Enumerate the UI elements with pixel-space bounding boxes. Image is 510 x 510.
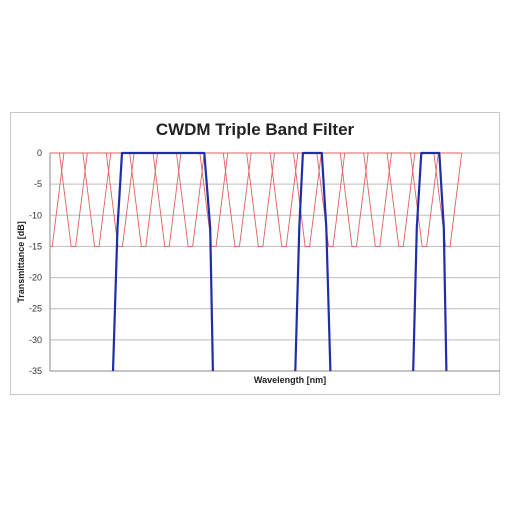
channel-curve-3	[105, 152, 135, 247]
filter-band-0	[111, 151, 214, 372]
channel-curve-16	[410, 152, 439, 247]
channel-curve-15	[386, 152, 416, 247]
channel-curve-10	[269, 152, 299, 247]
triple-band-filter-curve	[111, 151, 448, 372]
channel-curve-8	[222, 152, 252, 247]
y-tick-label-6: -30	[29, 335, 42, 345]
y-tick-label-1: -5	[34, 179, 42, 189]
channel-curve-1	[59, 152, 88, 247]
channel-curve-17	[433, 152, 463, 247]
y-tick-labels: 0 -5 -10 -15 -20 -25 -30 -35	[29, 148, 42, 376]
channel-curve-2	[82, 152, 112, 247]
y-tick-label-4: -20	[29, 273, 42, 283]
channel-filter-curves	[50, 152, 463, 247]
y-tick-label-3: -15	[29, 241, 42, 251]
channel-curve-13	[339, 152, 369, 247]
channel-curve-14	[363, 152, 392, 247]
channel-curve-6	[176, 152, 205, 247]
chart-frame	[10, 112, 500, 395]
channel-curve-9	[246, 152, 275, 247]
channel-curve-4	[129, 152, 158, 247]
y-tick-label-2: -10	[29, 210, 42, 220]
channel-curve-11	[293, 152, 322, 247]
y-axis-label: Transmittance [dB]	[16, 221, 26, 303]
filter-band-1	[294, 151, 332, 372]
filter-band-2	[412, 151, 448, 372]
channel-curve-5	[152, 152, 182, 247]
channel-curve-12	[316, 152, 346, 247]
x-axis-label: Wavelength [nm]	[254, 375, 326, 385]
chart-title: CWDM Triple Band Filter	[155, 120, 355, 139]
y-tick-label-0: 0	[37, 148, 42, 158]
channel-curve-7	[199, 152, 229, 247]
y-tick-label-7: -35	[29, 366, 42, 376]
channel-curve-0	[50, 152, 65, 247]
y-tick-label-5: -25	[29, 304, 42, 314]
